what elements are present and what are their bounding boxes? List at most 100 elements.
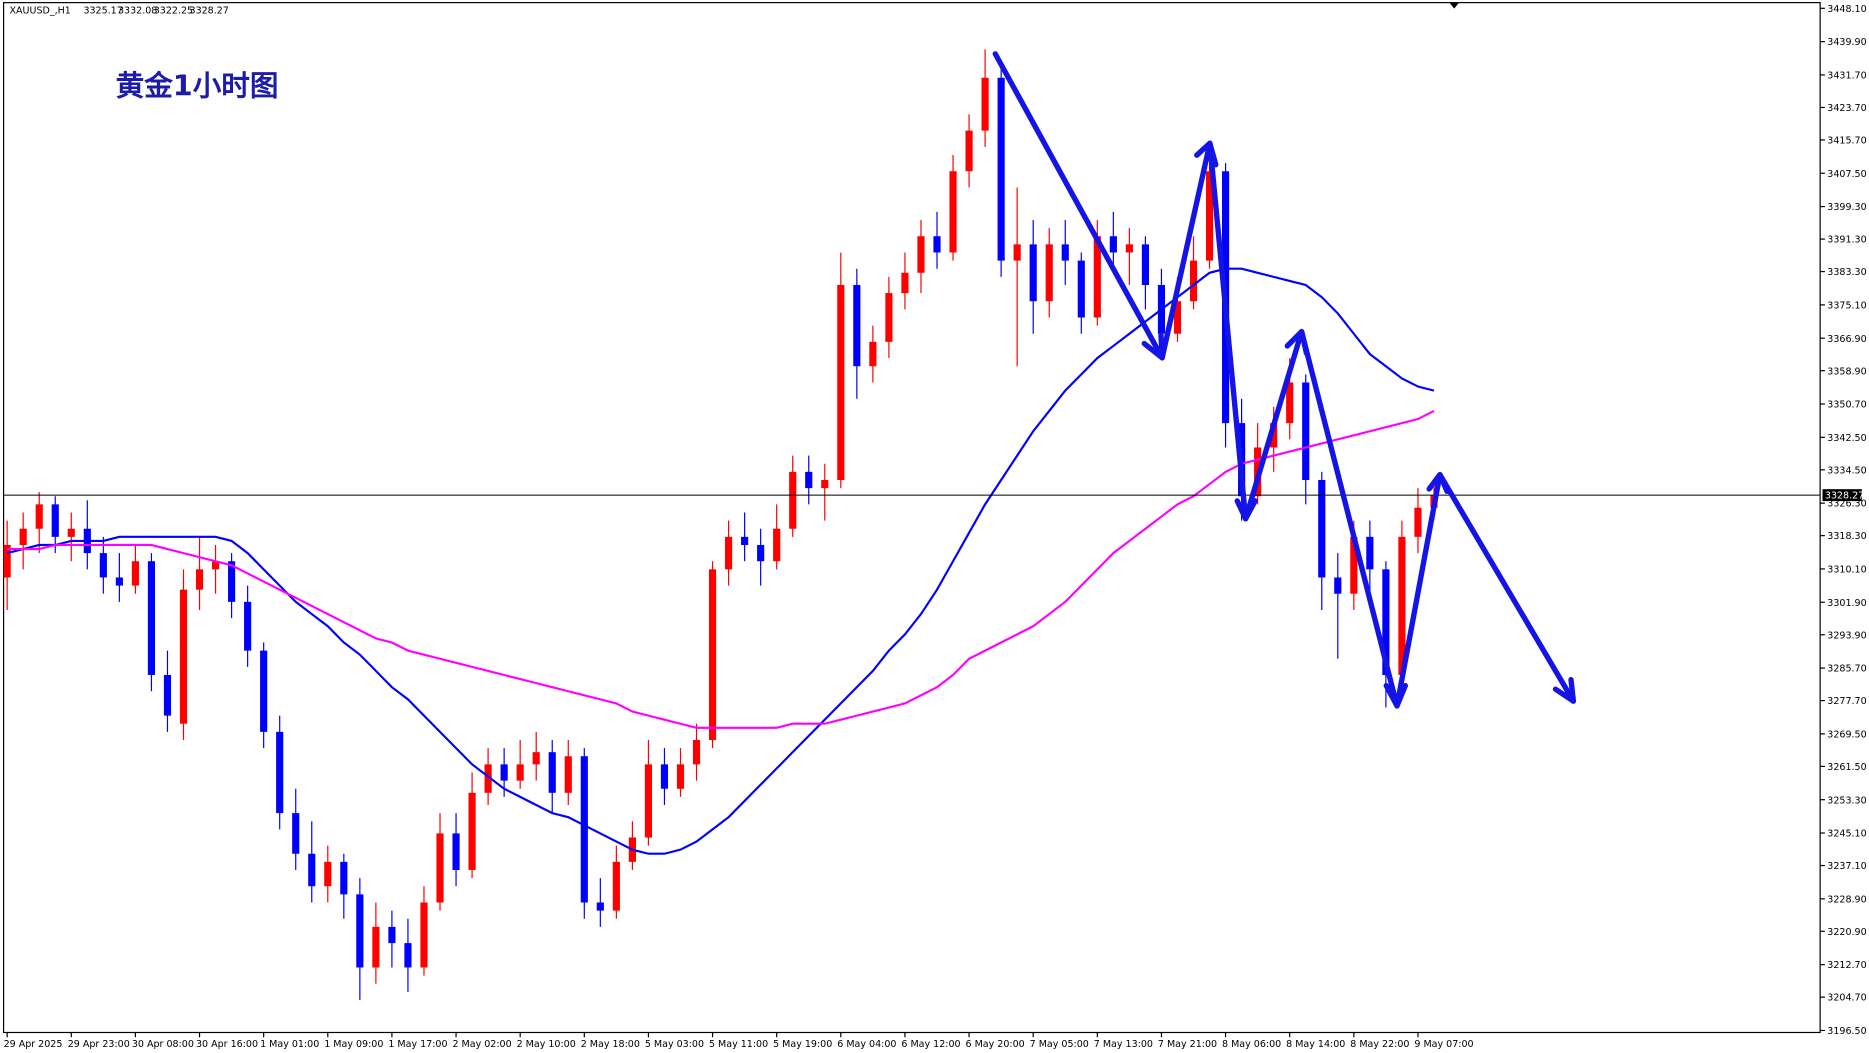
candle-body [292, 813, 300, 854]
candle-body [195, 569, 204, 590]
candle-body [99, 553, 107, 578]
x-tick-label: 2 May 10:00 [517, 1039, 576, 1050]
candle-body [179, 589, 188, 724]
shift-marker [1449, 2, 1459, 9]
candle-body [372, 926, 380, 968]
x-tick-label: 30 Apr 16:00 [196, 1039, 258, 1050]
arrowhead [1141, 332, 1165, 361]
y-tick-label: 3439.90 [1827, 37, 1866, 48]
arrowhead [1426, 471, 1450, 495]
y-tick-label: 3431.70 [1827, 71, 1866, 82]
y-tick-label: 3269.50 [1827, 729, 1866, 740]
candle-body [308, 853, 316, 887]
x-tick-label: 9 May 07:00 [1414, 1039, 1473, 1050]
y-tick-label: 3448.10 [1827, 4, 1866, 15]
candle-body [965, 130, 973, 172]
low: 3322.25 [154, 5, 193, 16]
high: 3332.08 [118, 5, 157, 16]
y-tick-label: 3212.70 [1827, 960, 1866, 971]
candle-body [725, 536, 733, 570]
candle-body [500, 764, 508, 781]
candle-body [853, 284, 861, 367]
x-tick-label: 7 May 13:00 [1094, 1039, 1153, 1050]
y-tick-label: 3228.90 [1827, 894, 1866, 905]
arrowhead [1383, 682, 1409, 709]
candle-body [1061, 244, 1069, 261]
open: 3325.17 [83, 5, 122, 16]
candle-body [1350, 536, 1358, 594]
y-tick-label: 3285.70 [1827, 664, 1866, 675]
candle-body [1093, 236, 1101, 318]
moving-average [7, 409, 1435, 729]
y-tick-label: 3366.90 [1827, 334, 1866, 345]
candle-body [3, 544, 11, 578]
candle-body [1318, 479, 1326, 578]
candle-body [468, 792, 476, 870]
candle-body [1029, 244, 1037, 302]
candle-body [885, 293, 893, 342]
arrowhead [1284, 328, 1310, 356]
annotation-arrows [992, 51, 1577, 709]
y-tick-label: 3342.50 [1827, 433, 1866, 444]
candle-body [532, 752, 540, 765]
candle-body [1189, 260, 1198, 302]
candle-body [901, 272, 909, 294]
candle-body [356, 894, 364, 968]
y-tick-label: 3383.30 [1827, 267, 1866, 278]
candle-body [1414, 507, 1422, 537]
candle-body [420, 902, 428, 968]
arrowhead [1194, 140, 1219, 168]
x-tick-label: 6 May 04:00 [837, 1039, 896, 1050]
x-tick-label: 6 May 20:00 [965, 1039, 1024, 1050]
x-tick-label: 29 Apr 2025 [4, 1039, 63, 1050]
candle-body [789, 471, 797, 529]
arrowhead [1234, 498, 1258, 522]
candle-body [388, 926, 396, 944]
y-tick-label: 3318.30 [1827, 531, 1866, 542]
candle-body [933, 236, 941, 253]
candle-body [644, 764, 653, 838]
y-tick-label: 3375.10 [1827, 300, 1866, 311]
candle-body [1382, 569, 1390, 675]
candle-body [260, 650, 268, 732]
candle-body [35, 504, 43, 529]
current-price-box [1822, 489, 1862, 502]
x-tick-label: 5 May 11:00 [709, 1039, 768, 1050]
candle-body [115, 577, 123, 586]
y-tick-label: 3245.10 [1827, 829, 1866, 840]
candle-body [757, 544, 765, 562]
candle-body [1302, 382, 1310, 480]
candle-body [917, 236, 925, 273]
candle-body [131, 561, 139, 586]
y-tick-label: 3399.30 [1827, 202, 1866, 213]
candle-body [580, 756, 588, 903]
candle-body [404, 943, 412, 968]
y-tick-label: 3277.70 [1827, 696, 1866, 707]
x-tick-label: 8 May 14:00 [1286, 1039, 1345, 1050]
candle-body [805, 471, 813, 489]
plot-frame [2, 2, 1821, 1034]
y-tick-label: 3326.30 [1827, 499, 1866, 510]
x-tick-label: 8 May 22:00 [1350, 1039, 1409, 1050]
y-tick-label: 3301.90 [1827, 598, 1866, 609]
y-tick-label: 3204.70 [1827, 993, 1866, 1004]
y-tick-label: 3334.50 [1827, 465, 1866, 476]
candle-body [19, 528, 27, 545]
candle-body [211, 561, 220, 570]
candle-body [692, 739, 701, 765]
candle-body [147, 561, 156, 675]
candle-body [516, 764, 524, 781]
candle-body [244, 601, 252, 651]
x-tick-label: 1 May 09:00 [324, 1039, 383, 1050]
x-tick-label: 29 Apr 23:00 [68, 1039, 130, 1050]
candle-body [276, 731, 284, 814]
symbol: XAUUSD_,H1 [10, 5, 71, 16]
ohlc-header: 3325.17 3332.08 3322.25 3328.27 [83, 5, 228, 16]
candle-body [484, 764, 492, 793]
x-tick-label: 7 May 21:00 [1158, 1039, 1217, 1050]
y-tick-label: 3253.30 [1827, 795, 1866, 806]
candle-body [981, 77, 989, 131]
y-tick-label: 3415.70 [1827, 136, 1866, 147]
candle-body [1141, 244, 1149, 285]
